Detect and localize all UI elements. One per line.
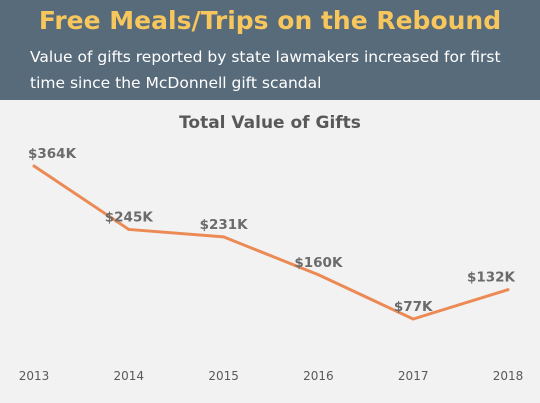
data-point	[316, 273, 320, 277]
data-point	[222, 235, 226, 239]
x-tick-label: 2015	[208, 369, 239, 383]
data-label: $77K	[394, 299, 433, 315]
page-subtitle: Value of gifts reported by state lawmake…	[30, 44, 530, 96]
data-label: $245K	[105, 209, 154, 225]
series-line	[33, 164, 509, 321]
chart-title: Total Value of Gifts	[179, 113, 361, 133]
subtitle-line-2: time since the McDonnell gift scandal	[30, 74, 322, 92]
data-label: $364K	[28, 146, 77, 162]
data-label: $231K	[200, 217, 249, 233]
x-tick-label: 2017	[398, 369, 429, 383]
x-tick-label: 2014	[114, 369, 145, 383]
data-point	[32, 164, 36, 168]
page-title: Free Meals/Trips on the Rebound	[38, 6, 502, 35]
data-point	[506, 288, 510, 292]
data-point	[127, 227, 131, 231]
data-label: $132K	[467, 270, 516, 286]
data-label: $160K	[294, 255, 343, 271]
header-banner: Free Meals/Trips on the Rebound Value of…	[0, 0, 540, 100]
x-tick-label: 2016	[303, 369, 334, 383]
x-tick-label: 2013	[19, 369, 50, 383]
data-point	[411, 317, 415, 321]
x-tick-label: 2018	[493, 369, 524, 383]
subtitle-line-1: Value of gifts reported by state lawmake…	[30, 48, 501, 66]
